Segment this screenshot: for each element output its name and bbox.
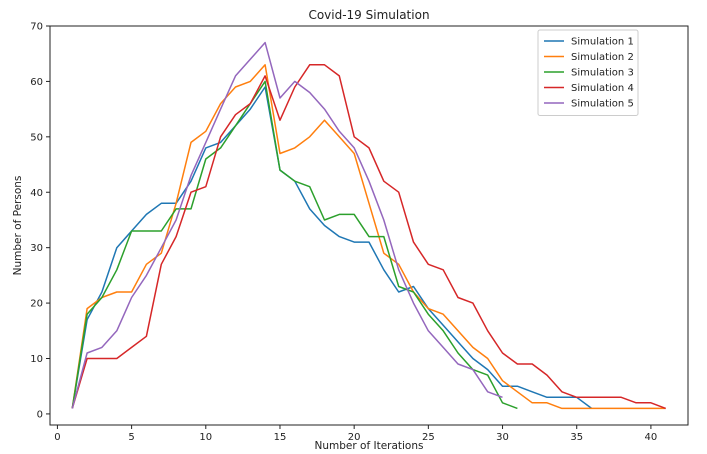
y-tick-label: 70 bbox=[30, 22, 43, 33]
y-axis-ticks: 0 10 20 30 40 50 60 70 bbox=[30, 22, 50, 420]
x-tick-label: 5 bbox=[128, 432, 134, 443]
x-axis-ticks: 0 5 10 15 20 25 30 35 40 bbox=[54, 425, 657, 443]
legend-label-simulation-3: Simulation 3 bbox=[571, 68, 634, 79]
plot-area: 0 5 10 15 20 25 30 35 40 0 10 20 30 40 50 60 70 bbox=[30, 22, 689, 443]
y-tick-label: 40 bbox=[30, 188, 43, 199]
legend: Simulation 1 Simulation 2 Simulation 3 Simu… bbox=[537, 29, 639, 116]
x-tick-label: 10 bbox=[199, 432, 212, 443]
y-tick-label: 0 bbox=[37, 409, 43, 420]
plot-frame bbox=[49, 25, 689, 426]
legend-label-simulation-1: Simulation 1 bbox=[571, 37, 634, 48]
x-tick-label: 40 bbox=[645, 432, 658, 443]
series-line-simulation-5 bbox=[71, 41, 503, 409]
x-tick-label: 20 bbox=[348, 432, 361, 443]
y-axis-label: Number of Persons bbox=[12, 176, 24, 276]
x-tick-label: 0 bbox=[54, 432, 60, 443]
y-tick-label: 30 bbox=[30, 243, 43, 254]
legend-label-simulation-5: Simulation 5 bbox=[571, 99, 634, 110]
x-tick-label: 35 bbox=[570, 432, 583, 443]
y-tick-label: 10 bbox=[30, 354, 43, 365]
legend-label-simulation-2: Simulation 2 bbox=[571, 52, 634, 63]
series-line-simulation-3 bbox=[71, 80, 518, 410]
x-tick-label: 25 bbox=[422, 432, 435, 443]
y-tick-label: 60 bbox=[30, 77, 43, 88]
x-tick-label: 30 bbox=[496, 432, 509, 443]
series-layer bbox=[71, 41, 666, 410]
y-tick-label: 50 bbox=[30, 132, 43, 143]
series-line-simulation-4 bbox=[71, 64, 666, 410]
series-line-simulation-2 bbox=[71, 64, 666, 410]
x-tick-label: 15 bbox=[274, 432, 287, 443]
chart-title: Covid-19 Simulation bbox=[308, 8, 429, 22]
y-tick-label: 20 bbox=[30, 299, 43, 310]
legend-box bbox=[537, 29, 639, 116]
series-line-simulation-1 bbox=[71, 86, 593, 410]
x-axis-label: Number of Iterations bbox=[315, 440, 424, 452]
legend-label-simulation-4: Simulation 4 bbox=[571, 83, 634, 94]
